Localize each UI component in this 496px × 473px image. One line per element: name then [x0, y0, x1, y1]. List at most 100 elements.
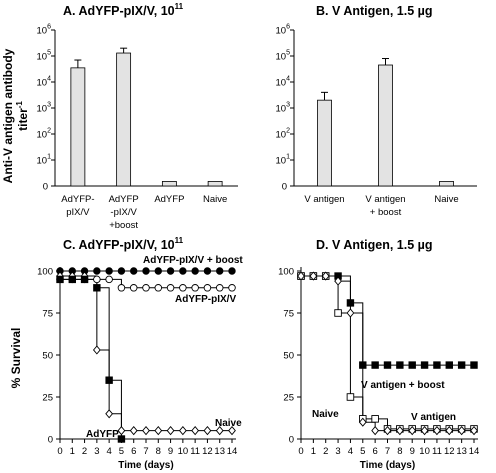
panel-c-x-tick-label: 1	[70, 446, 75, 457]
panel-d-series-0-point	[383, 361, 392, 369]
survival-y-axis-label: % Survival	[9, 328, 23, 389]
panel-c-series-1-point	[179, 284, 187, 292]
panel-d-series-0-point	[346, 299, 355, 307]
panel-d-series-0-point	[359, 361, 367, 369]
annotation-c-adyfp-piXv-boost: AdYFP-pIX/V + boost	[143, 255, 243, 266]
panel-c-series-0-point	[179, 267, 187, 275]
panel-d-x-tick-label: 2	[323, 446, 328, 457]
panel-c-series-1-point	[93, 275, 101, 284]
panel-d-series-2-point	[371, 426, 380, 436]
panel-c-series-1-point	[129, 284, 138, 292]
panel-c-series-1-point	[203, 284, 212, 292]
panel-c-y-tick-label: 75	[42, 309, 53, 320]
panel-c-series-3-point	[105, 376, 113, 384]
panel-c-series-0-point	[154, 267, 162, 275]
panel-b-category-label: Naive	[434, 194, 458, 205]
panel-a-category-label: AdYFP	[109, 194, 139, 205]
panel-c-x-tick-label: 12	[202, 446, 213, 457]
panel-d-series-1-point	[334, 309, 342, 317]
panel-c-x-tick-label: 2	[82, 446, 87, 457]
panel-a-y-tick-label: 102	[37, 128, 52, 141]
panel-d-x-tick-label: 0	[298, 446, 303, 457]
panel-d-x-tick-label: 12	[444, 446, 455, 457]
panel-b-y-tick-label: 106	[276, 24, 291, 37]
panel-a-category-label: AdYFP	[154, 194, 184, 205]
panel-d-series-2-point	[395, 426, 404, 436]
panel-b-y-tick-label: 102	[276, 128, 291, 141]
panel-c-series-1-point	[191, 284, 199, 292]
panel-d-series-0-point	[445, 361, 453, 369]
panel-b-y-tick-label: 101	[276, 154, 291, 167]
panel-d-series-0-point	[457, 361, 466, 369]
panel-d-series-1-point	[346, 393, 355, 401]
panel-c-series-1-point	[154, 284, 163, 292]
panel-d-x-tick-label: 10	[419, 446, 430, 457]
panel-d-y-tick-label: 100	[278, 267, 294, 278]
panel-c-y-tick-label: 50	[42, 351, 53, 362]
panel-d-series-2-point	[334, 276, 342, 286]
panel-d-x-axis-label: Time (days)	[360, 460, 415, 471]
panel-d-series-0-point	[408, 361, 416, 369]
panel-b-chart: 0 101 102 103 104 105 106 V antigen V antigen + b…	[276, 24, 477, 218]
panel-c-series-2-point	[154, 426, 163, 436]
panel-c-y-tick-label: 0	[48, 435, 53, 446]
panel-c-series-2-point	[178, 426, 187, 436]
panel-c-y-tick-label: 25	[42, 393, 53, 404]
panel-d-x-tick-label: 13	[456, 446, 467, 457]
panel-c-series-0-point	[105, 267, 113, 275]
panel-d-series-2-line	[301, 275, 474, 432]
panel-d-series-0-point	[433, 361, 441, 369]
panel-b-y-tick-label: 105	[276, 50, 291, 63]
panel-c-x-tick-label: 11	[190, 446, 200, 457]
panel-b-category-label: + boost	[370, 207, 402, 218]
panel-c-series-3-point	[68, 275, 76, 284]
panel-d-x-tick-label: 14	[469, 446, 480, 457]
panel-d-y-tick-label: 0	[289, 435, 294, 446]
panel-a-y-tick-label: 104	[37, 76, 52, 89]
panel-d-series-2-point	[297, 271, 305, 281]
panel-a-y-tick-label: 105	[37, 50, 52, 63]
panel-b-title: B. V Antigen, 1.5 µg	[316, 4, 432, 18]
panel-b-category-label: V antigen	[365, 194, 405, 205]
panel-c-series-0-point	[191, 267, 199, 275]
panel-c-series-1-point	[215, 284, 224, 292]
panel-d-x-tick-label: 5	[360, 446, 365, 457]
panel-c-series-3-line	[60, 278, 122, 439]
panel-a-category-label: Naive	[203, 194, 227, 205]
panel-c-series-2-point	[191, 426, 200, 436]
panel-c-series-2-point	[166, 426, 175, 436]
bar-y-axis-label: Anti-V antigen antibody titer-1	[1, 48, 30, 183]
panel-c-series-2-point	[215, 426, 224, 436]
panel-b-y-tick-label: 103	[276, 102, 291, 115]
panel-c-series-1-point	[142, 284, 150, 292]
panel-d-series-0-point	[396, 361, 404, 369]
panel-c-series-0-point	[166, 267, 175, 275]
panel-c-x-tick-label: 10	[178, 446, 189, 457]
panel-d-series-2-point	[420, 426, 429, 436]
annotation-c-naive: Naive	[215, 418, 242, 429]
panel-c-x-tick-label: 14	[227, 446, 238, 457]
panel-c-series-3-point	[56, 275, 64, 284]
panel-a-bar	[70, 67, 86, 187]
panel-d-x-tick-label: 6	[372, 446, 377, 457]
panel-d-title: D. V Antigen, 1.5 µg	[316, 238, 432, 252]
panel-a-category-label: -pIX/V	[110, 207, 137, 218]
panel-c-series-2-point	[129, 426, 138, 436]
panel-c-x-tick-label: 13	[214, 446, 225, 457]
panel-b-bar	[439, 181, 454, 187]
panel-d-series-2-point	[358, 417, 367, 427]
panel-c-x-tick-label: 4	[106, 446, 111, 457]
annotation-c-adyfp: AdYFP	[86, 429, 119, 440]
panel-d-series-2-point	[457, 426, 466, 436]
panel-c-series-2-point	[203, 426, 212, 436]
panel-d-series-2-point	[383, 426, 392, 436]
panel-a-y-tick-label: 103	[37, 102, 52, 115]
panel-c-title: C. AdYFP-pIX/V, 1011	[63, 236, 184, 252]
panel-d-series-0-point	[371, 361, 379, 369]
panel-c-series-1-point	[228, 284, 236, 292]
panel-c-x-tick-label: 5	[119, 446, 124, 457]
panel-c-y-tick-label: 100	[37, 267, 53, 278]
panel-a-chart: 0101102103104105106AdYFP-pIX/VAdYFP-pIX/…	[37, 24, 238, 231]
panel-a-y-tick-label: 106	[37, 24, 52, 37]
